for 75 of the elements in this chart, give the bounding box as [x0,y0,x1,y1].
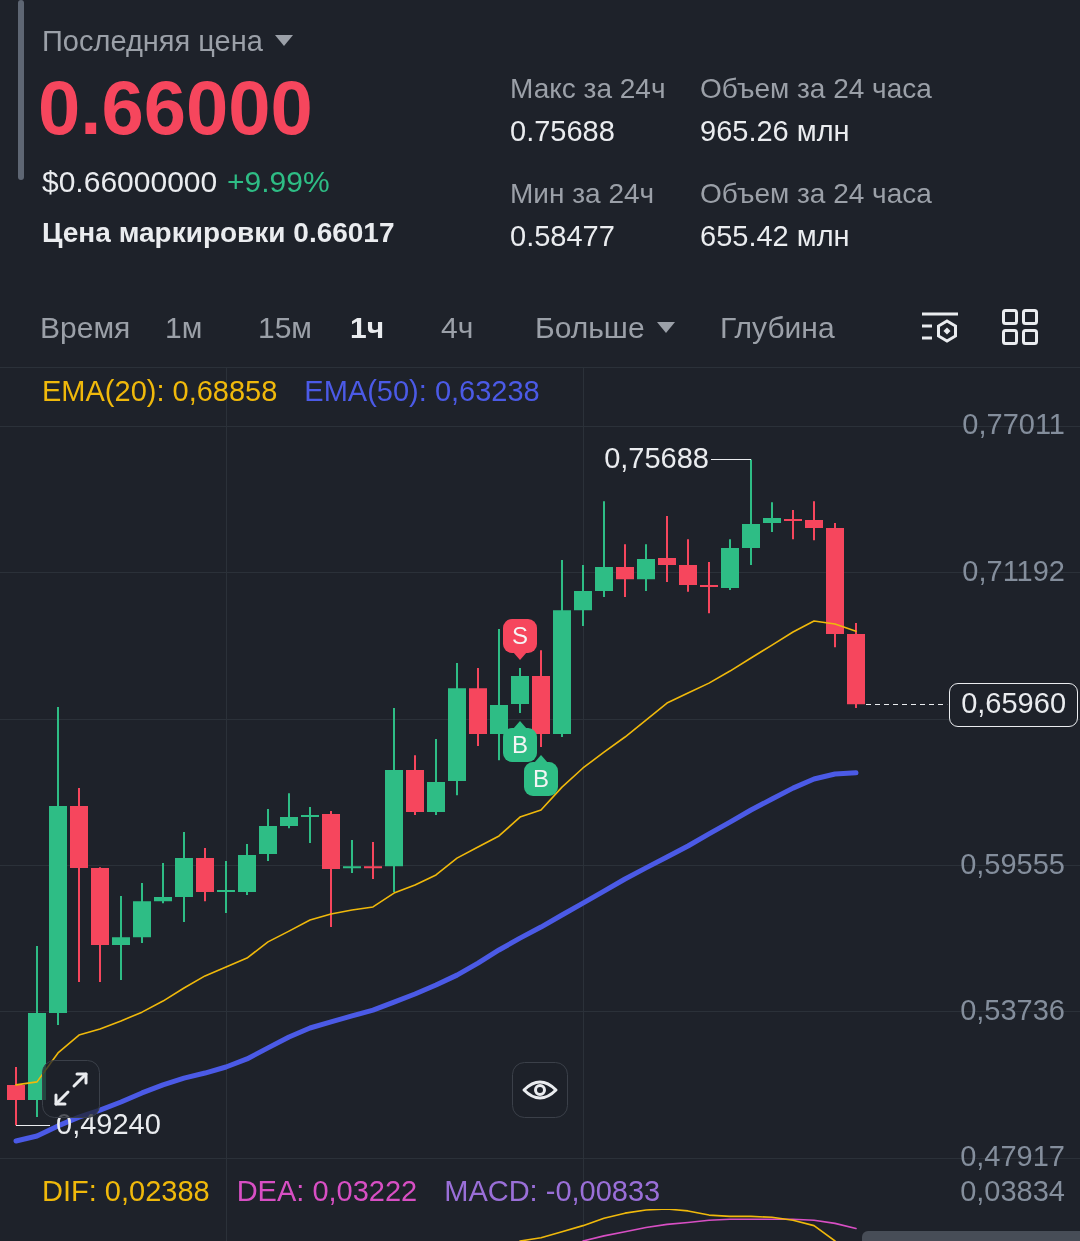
candlestick [721,539,739,591]
candlestick [175,831,193,923]
y-tick-label: 0,53736 [960,993,1065,1026]
candlestick [574,565,592,627]
candlestick [49,707,67,1025]
text: Последняя цена [42,23,263,59]
text: Объем за 24 часа [700,72,932,106]
candlestick [259,809,277,862]
text: Цена маркировки 0.66017 [42,216,395,250]
text: Больше [535,310,645,346]
text: 965.26 млн [700,113,850,149]
candlestick [280,793,298,829]
candlestick [448,663,466,796]
candlestick [784,509,802,540]
text: Объем за 24 часа [700,177,932,211]
text: 0.58477 [510,218,615,254]
y-tick-label: 0,71192 [962,554,1065,587]
candlestick [301,806,319,843]
candlestick [112,896,130,980]
annotation: B [503,728,537,763]
candlestick [7,1067,25,1126]
legend-label: MACD: -0,00833 [444,1175,661,1207]
candlestick [805,501,823,541]
candlestick [406,755,424,816]
annotation: 0,49240 [56,1107,161,1140]
candlestick [553,560,571,738]
text: Глубина [720,310,835,346]
candlestick [763,502,781,533]
candlestick [847,622,865,709]
candlestick [91,867,109,982]
y-tick-label: 0,59555 [960,847,1065,880]
text: Время [40,310,131,346]
annotation: 0,75688 [604,441,709,474]
annotation: S [503,619,537,654]
candlestick [154,863,172,904]
candlestick [616,544,634,598]
candlestick [637,544,655,592]
candlestick [364,841,382,879]
y-tick-label: 0,77011 [962,408,1065,441]
text: Макс за 24ч [510,72,666,106]
text: 0,03834 [960,1175,1065,1207]
candlestick [217,861,235,913]
text: 655.42 млн [700,218,850,254]
candlestick [133,883,151,943]
candlestick [658,516,676,582]
text: EMA(50): 0,63238 [304,375,540,407]
candlestick [469,668,487,747]
candlestick [343,839,361,873]
candlestick [385,708,403,893]
text: 0.75688 [510,113,615,149]
annotation: B [524,762,558,797]
text: DEA: 0,03222 [236,1175,418,1207]
text: $0.66000000 [42,164,218,200]
text: +9.99% [227,164,330,200]
candlestick [322,811,340,928]
candlestick [511,668,529,714]
text: 0,65960 [961,686,1066,719]
candlestick [427,739,445,816]
text: Мин за 24ч [510,177,655,211]
text: 1м [165,310,203,346]
y-tick-label: 0,47917 [960,1140,1065,1173]
candlestick [70,788,88,982]
text: 0.66000 [38,64,313,153]
candlestick [700,562,718,614]
text: 15м [258,310,312,346]
text: EMA(20): 0,68858 [42,375,278,407]
text: 4ч [441,310,474,346]
candlestick [679,539,697,592]
candlestick [238,843,256,896]
candlestick [196,848,214,902]
text: DIF: 0,02388 [42,1175,210,1207]
candlestick [595,501,613,598]
candlestick [490,629,508,761]
text: 1ч [350,310,385,346]
candlestick [742,459,760,566]
